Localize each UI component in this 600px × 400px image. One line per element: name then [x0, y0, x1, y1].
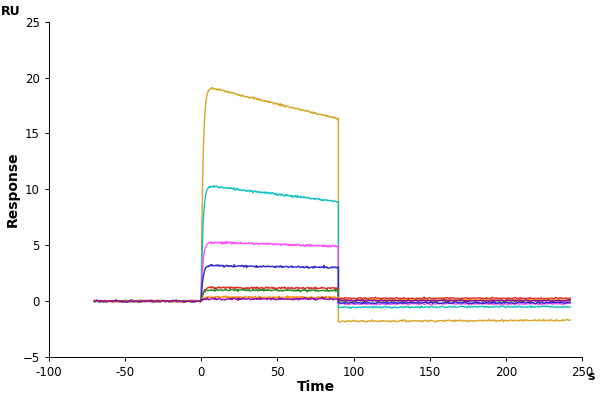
Y-axis label: Response: Response [5, 152, 20, 227]
Text: RU: RU [1, 5, 20, 18]
X-axis label: Time: Time [296, 380, 335, 394]
Text: s: s [588, 370, 595, 384]
